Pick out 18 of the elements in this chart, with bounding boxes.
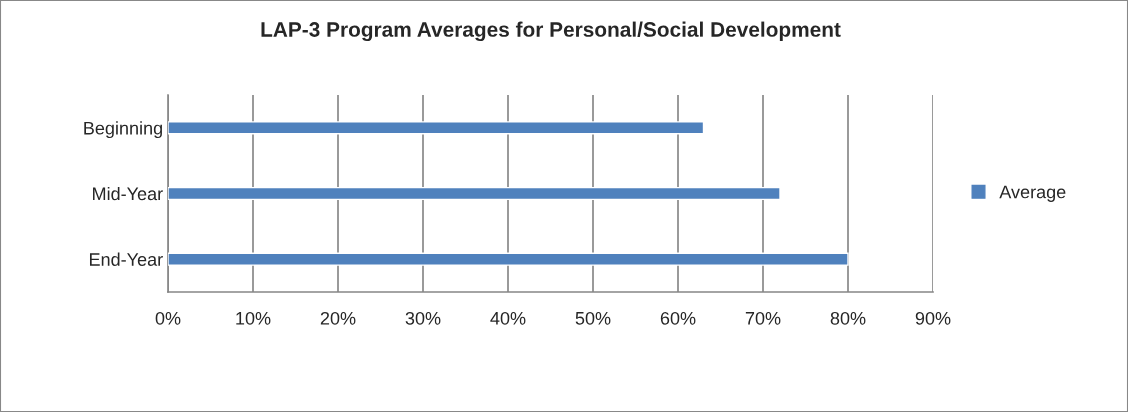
legend-label: Average [999,185,1066,202]
x-tick-label: 0% [155,311,181,325]
x-tick-label: 10% [236,311,271,325]
x-tick-label: 80% [830,311,866,325]
bar [168,186,781,201]
x-tick-label: 60% [660,311,696,325]
y-tick-label: Mid-Year [93,186,163,201]
y-tick-label: End-Year [89,252,163,266]
x-tick-label: 70% [745,311,781,325]
x-tick-label: 40% [490,311,526,325]
bar [168,252,849,266]
x-tick-label: 90% [915,311,951,325]
x-tick-label: 50% [575,311,611,325]
x-tick-label: 20% [320,311,356,325]
bar [168,121,705,135]
y-tick-label: Beginning [84,121,162,139]
chart-title: LAP-3 Program Averages for Personal/Social Development [261,21,841,42]
x-tick-label: 30% [405,311,441,325]
